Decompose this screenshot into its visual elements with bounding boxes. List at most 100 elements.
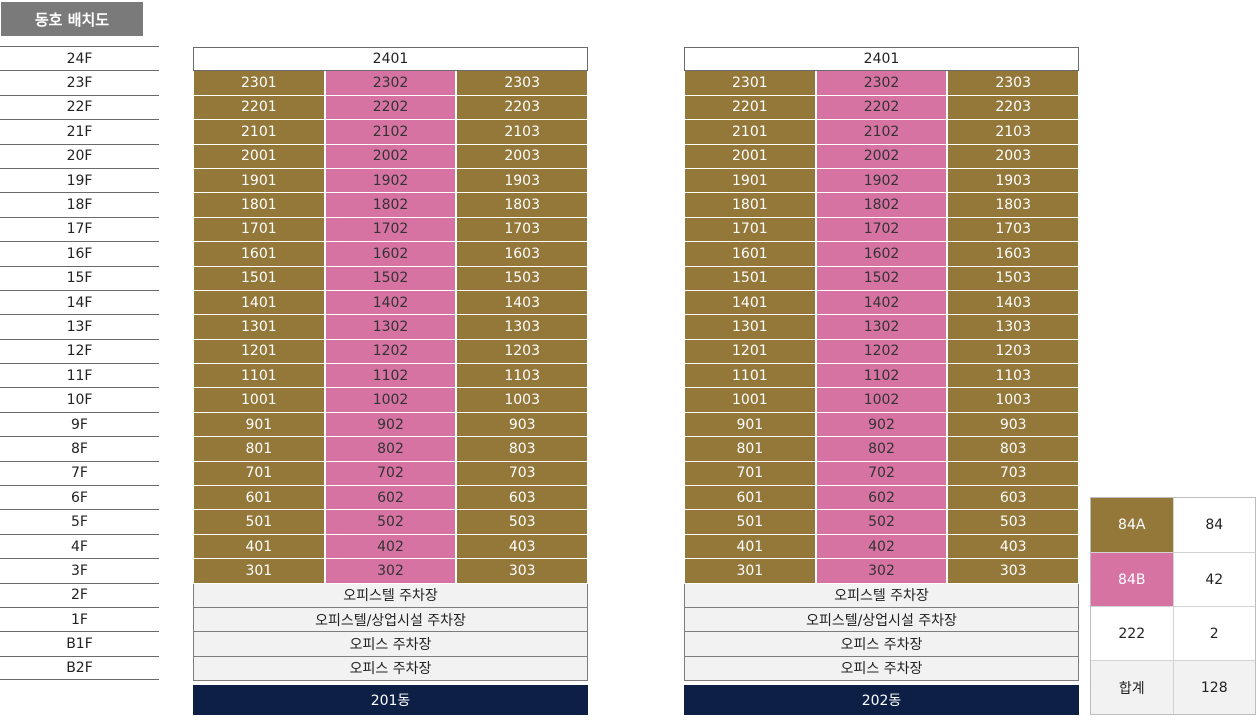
unit-cell[interactable]: 1802 [324,193,457,218]
unit-cell[interactable]: 802 [324,437,457,462]
unit-cell[interactable]: 603 [947,486,1080,511]
unit-cell[interactable]: 1902 [815,168,948,194]
unit-cell[interactable]: 603 [456,486,589,511]
unit-cell[interactable]: 1001 [684,388,816,413]
unit-cell[interactable]: 803 [456,437,589,462]
unit-cell[interactable]: 1603 [456,242,589,267]
unit-cell[interactable]: 1503 [947,266,1080,291]
unit-cell[interactable]: 2202 [324,95,457,121]
unit-cell[interactable]: 403 [456,534,589,560]
unit-cell-penthouse[interactable]: 2401 [684,47,1079,72]
unit-cell[interactable]: 302 [324,559,457,584]
unit-cell[interactable]: 1901 [684,168,816,194]
unit-cell[interactable]: 1101 [193,364,325,389]
unit-cell[interactable]: 1402 [324,290,457,316]
unit-cell[interactable]: 2303 [456,71,589,96]
unit-cell[interactable]: 302 [815,559,948,584]
unit-cell[interactable]: 2203 [947,95,1080,121]
unit-cell[interactable]: 2302 [324,71,457,96]
unit-cell[interactable]: 502 [815,510,948,535]
unit-cell[interactable]: 1401 [193,290,325,316]
unit-cell[interactable]: 1602 [324,242,457,267]
unit-cell[interactable]: 1503 [456,266,589,291]
unit-cell[interactable]: 2202 [815,95,948,121]
unit-cell[interactable]: 1802 [815,193,948,218]
unit-cell[interactable]: 402 [324,534,457,560]
unit-cell[interactable]: 1602 [815,242,948,267]
unit-cell[interactable]: 1902 [324,168,457,194]
unit-cell[interactable]: 1801 [684,193,816,218]
unit-cell[interactable]: 703 [456,461,589,487]
unit-cell[interactable]: 1102 [324,364,457,389]
unit-cell[interactable]: 1103 [947,364,1080,389]
unit-cell[interactable]: 1403 [456,290,589,316]
unit-cell[interactable]: 1903 [947,168,1080,194]
unit-cell[interactable]: 1702 [815,217,948,243]
unit-cell[interactable]: 902 [324,412,457,438]
unit-cell[interactable]: 2102 [815,120,948,145]
unit-cell[interactable]: 2302 [815,71,948,96]
unit-cell[interactable]: 1203 [947,339,1080,365]
unit-cell[interactable]: 1601 [684,242,816,267]
unit-cell[interactable]: 1003 [947,388,1080,413]
unit-cell[interactable]: 2101 [193,120,325,145]
unit-cell[interactable]: 1603 [947,242,1080,267]
unit-cell[interactable]: 403 [947,534,1080,560]
unit-cell[interactable]: 1702 [324,217,457,243]
unit-cell[interactable]: 1002 [815,388,948,413]
unit-cell[interactable]: 501 [684,510,816,535]
unit-cell[interactable]: 1103 [456,364,589,389]
unit-cell[interactable]: 2101 [684,120,816,145]
unit-cell[interactable]: 1201 [684,339,816,365]
unit-cell[interactable]: 1401 [684,290,816,316]
unit-cell[interactable]: 1303 [456,315,589,340]
unit-cell[interactable]: 1803 [456,193,589,218]
unit-cell[interactable]: 2102 [324,120,457,145]
unit-cell[interactable]: 1501 [684,266,816,291]
unit-cell[interactable]: 1202 [324,339,457,365]
unit-cell[interactable]: 1302 [324,315,457,340]
unit-cell[interactable]: 1701 [684,217,816,243]
unit-cell[interactable]: 601 [193,486,325,511]
unit-cell[interactable]: 2002 [324,144,457,169]
unit-cell[interactable]: 703 [947,461,1080,487]
unit-cell[interactable]: 803 [947,437,1080,462]
unit-cell[interactable]: 801 [193,437,325,462]
unit-cell[interactable]: 2201 [684,95,816,121]
unit-cell[interactable]: 1801 [193,193,325,218]
unit-cell[interactable]: 1703 [456,217,589,243]
unit-cell[interactable]: 2003 [947,144,1080,169]
unit-cell[interactable]: 1202 [815,339,948,365]
unit-cell[interactable]: 1701 [193,217,325,243]
unit-cell[interactable]: 2301 [193,71,325,96]
unit-cell[interactable]: 902 [815,412,948,438]
unit-cell[interactable]: 1302 [815,315,948,340]
unit-cell[interactable]: 901 [193,412,325,438]
unit-cell[interactable]: 2001 [684,144,816,169]
unit-cell[interactable]: 903 [456,412,589,438]
unit-cell[interactable]: 303 [947,559,1080,584]
unit-cell[interactable]: 2103 [456,120,589,145]
unit-cell[interactable]: 303 [456,559,589,584]
unit-cell[interactable]: 2203 [456,95,589,121]
unit-cell[interactable]: 301 [684,559,816,584]
unit-cell[interactable]: 903 [947,412,1080,438]
unit-cell[interactable]: 501 [193,510,325,535]
unit-cell[interactable]: 1502 [324,266,457,291]
unit-cell[interactable]: 1001 [193,388,325,413]
unit-cell[interactable]: 2001 [193,144,325,169]
unit-cell[interactable]: 702 [324,461,457,487]
unit-cell[interactable]: 1901 [193,168,325,194]
unit-cell[interactable]: 1501 [193,266,325,291]
unit-cell-penthouse[interactable]: 2401 [193,47,588,72]
unit-cell[interactable]: 701 [684,461,816,487]
unit-cell[interactable]: 1403 [947,290,1080,316]
unit-cell[interactable]: 1301 [684,315,816,340]
unit-cell[interactable]: 1101 [684,364,816,389]
unit-cell[interactable]: 801 [684,437,816,462]
unit-cell[interactable]: 1102 [815,364,948,389]
unit-cell[interactable]: 1703 [947,217,1080,243]
unit-cell[interactable]: 401 [684,534,816,560]
unit-cell[interactable]: 901 [684,412,816,438]
unit-cell[interactable]: 601 [684,486,816,511]
